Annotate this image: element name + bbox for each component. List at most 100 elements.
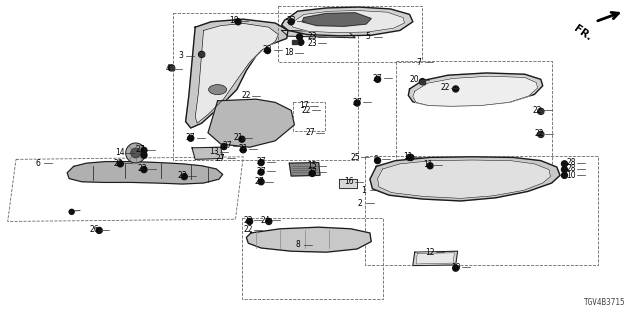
Circle shape <box>221 144 227 149</box>
Circle shape <box>258 179 264 185</box>
Text: 22: 22 <box>242 92 251 100</box>
Text: 28: 28 <box>566 158 575 167</box>
Bar <box>292 40 297 44</box>
Polygon shape <box>302 13 371 26</box>
Text: 23: 23 <box>307 32 317 41</box>
Text: 2: 2 <box>357 199 362 208</box>
Text: 23: 23 <box>177 172 188 180</box>
Text: 18: 18 <box>229 16 238 25</box>
Circle shape <box>141 148 147 153</box>
Text: 23: 23 <box>307 39 317 48</box>
Circle shape <box>406 155 413 160</box>
Polygon shape <box>186 19 288 128</box>
Circle shape <box>131 148 141 158</box>
Circle shape <box>141 152 147 158</box>
Polygon shape <box>416 253 454 264</box>
Circle shape <box>452 86 459 92</box>
Text: 12: 12 <box>426 248 435 257</box>
Text: 5: 5 <box>365 32 371 41</box>
Circle shape <box>561 172 568 178</box>
Text: 20: 20 <box>410 76 420 84</box>
Polygon shape <box>339 179 357 188</box>
Bar <box>169 66 174 70</box>
Circle shape <box>69 209 74 214</box>
Circle shape <box>239 136 245 142</box>
Bar <box>538 132 543 136</box>
Text: TGV4B3715: TGV4B3715 <box>584 298 626 307</box>
Text: 27: 27 <box>305 128 316 137</box>
Circle shape <box>538 108 544 114</box>
Polygon shape <box>413 251 458 266</box>
Circle shape <box>298 39 304 45</box>
Circle shape <box>288 19 294 25</box>
Text: 18: 18 <box>285 48 294 57</box>
Text: 4: 4 <box>165 64 170 73</box>
Text: 27: 27 <box>352 98 362 107</box>
Polygon shape <box>192 147 223 159</box>
Circle shape <box>125 143 146 163</box>
Text: 22: 22 <box>440 84 449 92</box>
Text: 27: 27 <box>136 145 146 154</box>
Polygon shape <box>246 227 371 252</box>
Text: 23: 23 <box>286 16 296 25</box>
Polygon shape <box>282 30 355 38</box>
Text: 6: 6 <box>36 159 41 168</box>
Polygon shape <box>282 7 413 36</box>
Text: 27: 27 <box>372 74 383 83</box>
Circle shape <box>452 265 459 271</box>
Text: 27: 27 <box>186 133 196 142</box>
Bar <box>199 52 204 56</box>
Circle shape <box>258 160 264 165</box>
Circle shape <box>419 79 426 84</box>
Text: 11: 11 <box>404 152 413 161</box>
Polygon shape <box>289 11 404 33</box>
Text: 19: 19 <box>451 263 461 272</box>
Circle shape <box>188 135 194 141</box>
Text: 21: 21 <box>239 144 248 153</box>
Bar <box>538 109 543 113</box>
Text: 22: 22 <box>534 129 543 138</box>
Text: 14: 14 <box>115 148 125 157</box>
Text: 7: 7 <box>417 58 422 67</box>
Text: 22: 22 <box>244 225 253 234</box>
Polygon shape <box>67 162 223 184</box>
Circle shape <box>235 19 241 25</box>
Text: 27: 27 <box>222 141 232 150</box>
Text: 16: 16 <box>344 177 354 186</box>
Polygon shape <box>208 99 294 147</box>
Circle shape <box>96 228 102 233</box>
Text: 9: 9 <box>374 155 379 164</box>
Polygon shape <box>413 76 538 106</box>
Circle shape <box>374 158 381 164</box>
Polygon shape <box>289 163 320 176</box>
Circle shape <box>309 171 316 176</box>
Circle shape <box>246 219 253 224</box>
Text: 28: 28 <box>566 164 575 173</box>
Text: 23: 23 <box>113 159 124 168</box>
Text: 1: 1 <box>361 186 366 195</box>
Circle shape <box>264 48 271 53</box>
Circle shape <box>258 169 264 175</box>
Ellipse shape <box>209 84 227 95</box>
Circle shape <box>240 147 246 153</box>
Circle shape <box>141 167 147 172</box>
Circle shape <box>117 161 124 167</box>
Polygon shape <box>408 73 543 106</box>
Polygon shape <box>195 23 278 123</box>
Polygon shape <box>370 157 560 201</box>
Text: 13: 13 <box>209 148 220 156</box>
Text: 24: 24 <box>260 216 271 225</box>
Text: 8: 8 <box>295 240 300 249</box>
Circle shape <box>538 132 544 137</box>
Bar <box>420 80 425 84</box>
Circle shape <box>561 161 568 167</box>
Circle shape <box>198 52 205 57</box>
Text: 23: 23 <box>137 164 147 173</box>
Text: 27: 27 <box>256 167 266 176</box>
Text: 22: 22 <box>244 216 253 225</box>
Text: FR.: FR. <box>572 23 594 42</box>
Text: 25: 25 <box>350 153 360 162</box>
Text: 22: 22 <box>533 106 542 115</box>
Text: 27: 27 <box>216 154 226 163</box>
Text: 21: 21 <box>234 133 243 142</box>
